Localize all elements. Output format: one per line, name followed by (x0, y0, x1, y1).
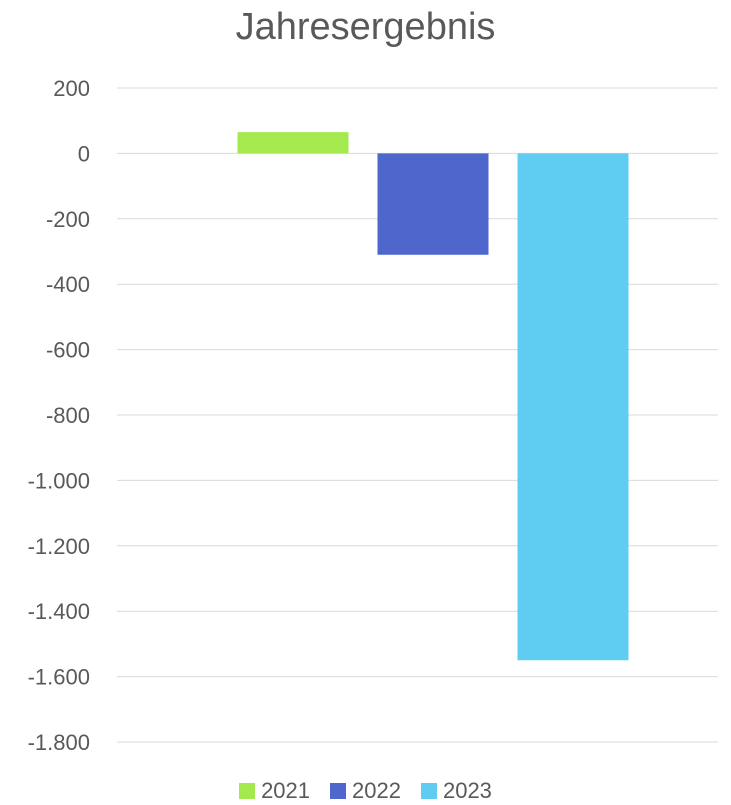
y-tick-label: -1.200 (28, 534, 90, 559)
y-tick-label: -1.800 (28, 730, 90, 755)
legend-label-2021: 2021 (261, 778, 311, 803)
legend-label-2023: 2023 (442, 778, 492, 803)
legend-label-2022: 2022 (352, 778, 401, 803)
y-tick-label: 200 (53, 76, 90, 101)
bar-2023 (517, 153, 629, 661)
y-tick-label: 0 (78, 141, 90, 166)
y-tick-label: -1.000 (28, 468, 90, 493)
y-tick-label: -600 (46, 338, 90, 363)
legend: 2021 2022 2023 (0, 778, 731, 804)
legend-item-2022: 2022 (330, 778, 401, 804)
y-tick-label: -200 (46, 207, 90, 232)
y-tick-label: -800 (46, 403, 90, 428)
legend-swatch-2023 (420, 783, 437, 799)
bar-2022 (377, 153, 489, 255)
y-tick-label: -400 (46, 272, 90, 297)
y-tick-label: -1.600 (28, 665, 90, 690)
legend-item-2023: 2023 (420, 778, 492, 804)
legend-swatch-2022 (330, 783, 347, 799)
bar-2021 (237, 132, 349, 154)
legend-item-2021: 2021 (239, 778, 310, 804)
y-tick-label: -1.400 (28, 599, 90, 624)
chart-title: Jahresergebnis (235, 6, 496, 48)
legend-swatch-2021 (239, 783, 256, 799)
